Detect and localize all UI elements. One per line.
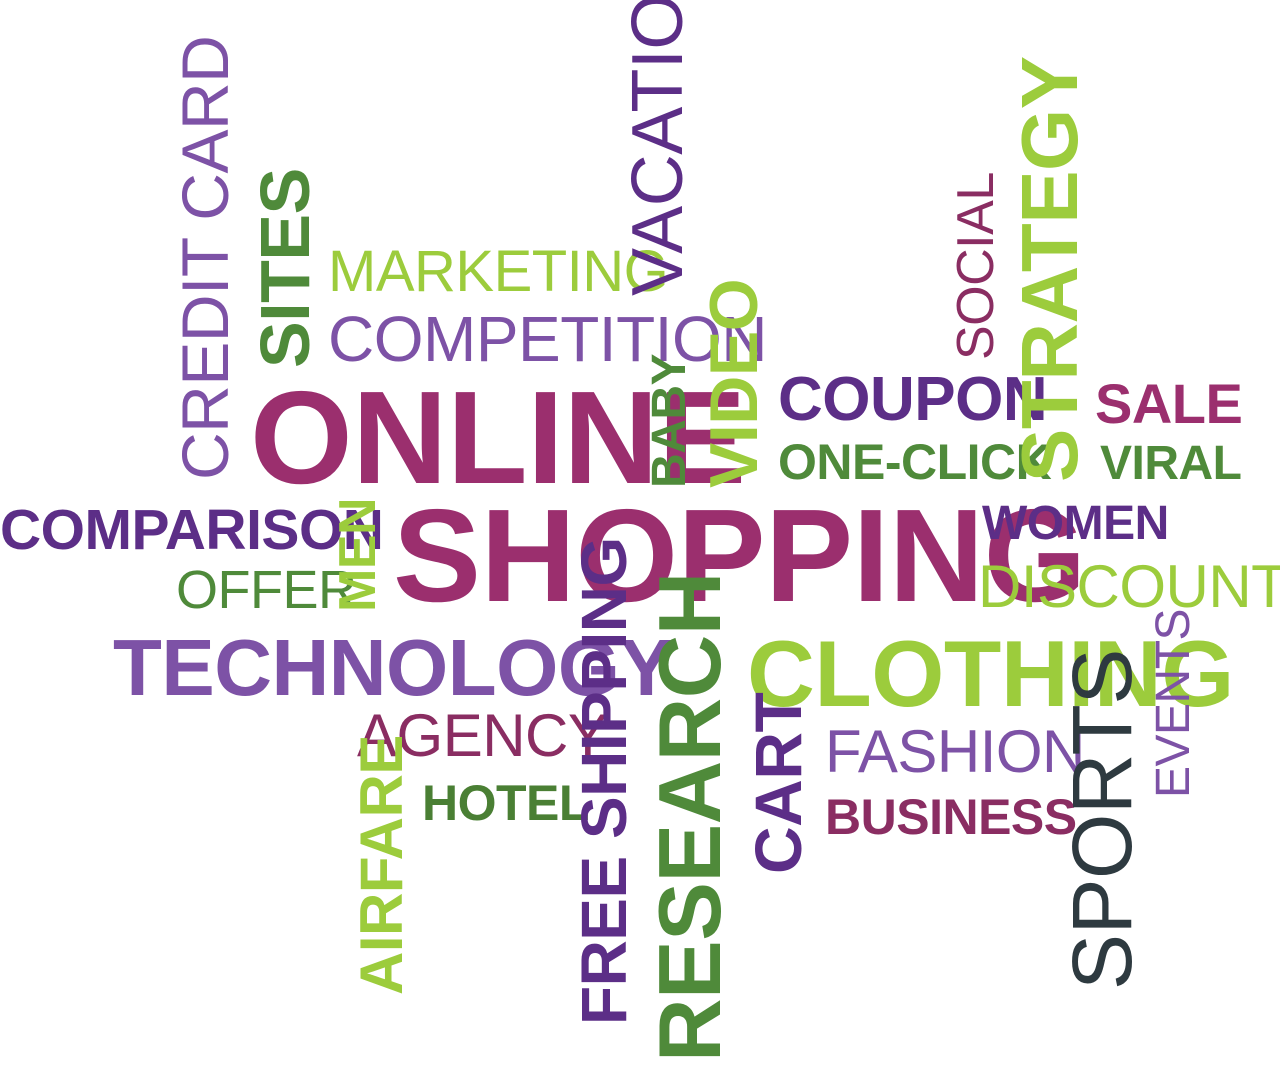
word-technology: TECHNOLOGY — [113, 623, 673, 712]
word-baby: BABY — [643, 353, 696, 488]
word-women: WOMEN — [982, 497, 1169, 550]
word-sports: SPORTS — [1055, 649, 1149, 990]
word-sale: SALE — [1095, 372, 1243, 435]
word-strategy: STRATEGY — [1005, 56, 1094, 482]
word-social: SOCIAL — [947, 172, 1005, 360]
word-research: RESEARCH — [640, 572, 739, 1062]
word-competition: COMPETITION — [328, 303, 767, 375]
word-online: ONLINE — [250, 364, 746, 511]
word-agency: AGENCY — [357, 702, 608, 769]
word-clothing: CLOTHING — [747, 621, 1234, 726]
word-hotel: HOTEL — [422, 775, 589, 831]
word-men: MEN — [329, 497, 387, 612]
word-discounts: DISCOUNTS — [978, 553, 1280, 620]
word-coupon: COUPON — [778, 365, 1048, 434]
word-events: EVENTS — [1147, 608, 1200, 798]
word-fashion: FASHION — [825, 718, 1085, 785]
word-sites: SITES — [246, 168, 324, 368]
word-comparison: COMPARISON — [0, 498, 384, 562]
word-one-click: ONE-CLICK — [778, 434, 1052, 490]
word-offer: OFFER — [176, 560, 357, 620]
word-free-shipping: FREE SHIPPING — [568, 537, 640, 1025]
word-shopping: SHOPPING — [393, 482, 1086, 629]
word-video: VIDEO — [696, 278, 772, 488]
word-marketing: MARKETING — [328, 239, 669, 304]
word-cart: CART — [741, 692, 815, 874]
word-viral: VIRAL — [1100, 437, 1242, 490]
word-vacation: VACATION — [618, 0, 698, 296]
word-business: BUSINESS — [825, 789, 1077, 845]
word-airfare: AIRFARE — [348, 735, 415, 995]
word-credit-card: CREDIT CARD — [168, 35, 242, 480]
